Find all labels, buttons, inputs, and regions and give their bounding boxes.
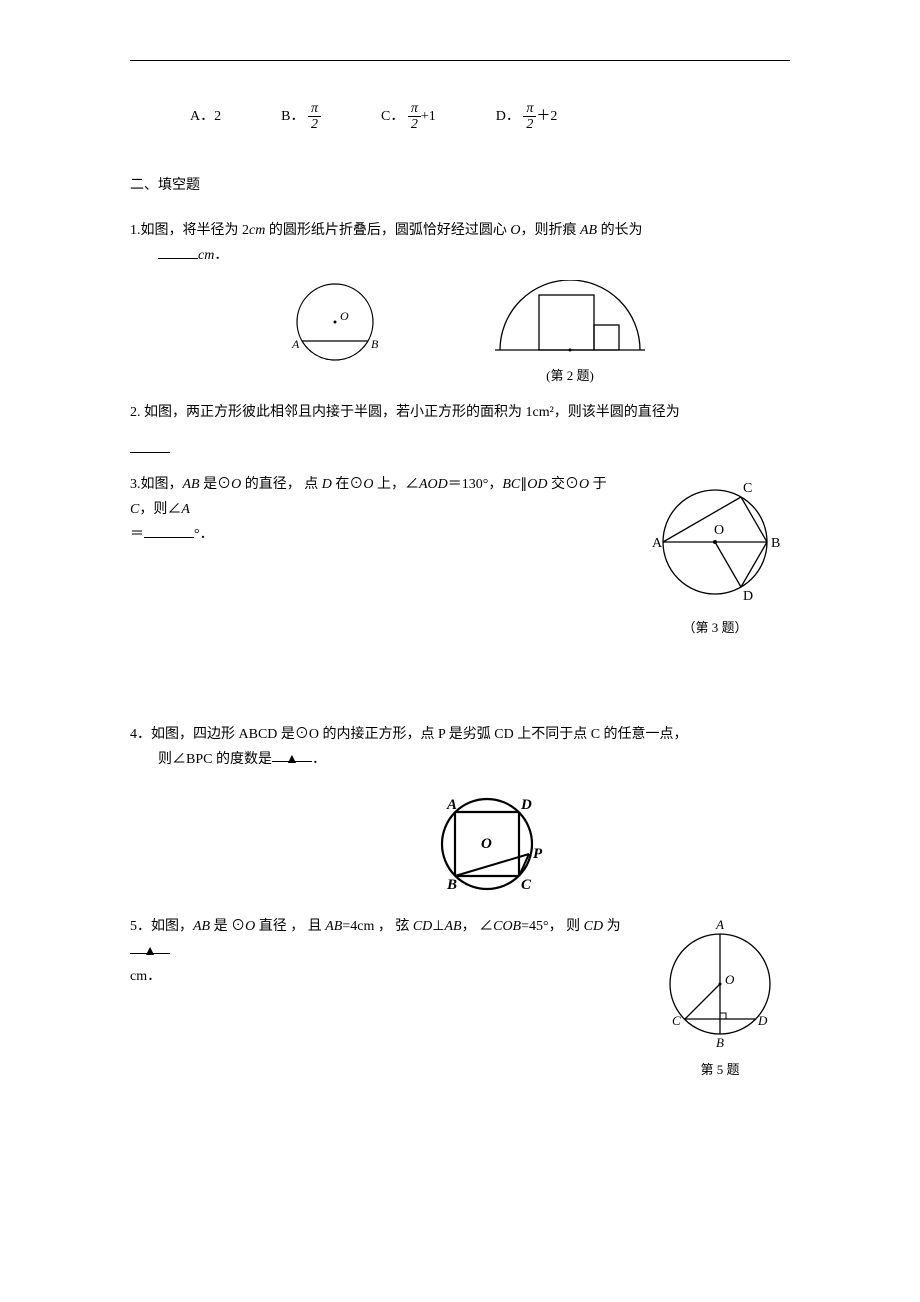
option-b-label: B． — [281, 109, 304, 124]
svg-text:D: D — [520, 797, 532, 813]
figure-q5-caption: 第 5 题 — [650, 1058, 790, 1081]
figure-q5: A B C D O 第 5 题 — [650, 914, 790, 1081]
svg-text:C: C — [521, 877, 532, 893]
question-5: A B C D O 第 5 题 5．如图，AB 是 ⊙O 直径 ， 且 AB=4… — [130, 914, 790, 1081]
figure-q3-caption: （第 3 题） — [640, 616, 790, 639]
svg-text:D: D — [757, 1013, 768, 1028]
option-c-tail: +1 — [421, 109, 436, 124]
q1-cm2: cm — [198, 248, 214, 263]
q5-blank: ▲ — [130, 939, 170, 954]
svg-text:A: A — [715, 917, 724, 932]
q1-text-2: 的圆形纸片折叠后，圆弧恰好经过圆心 — [265, 223, 510, 238]
option-c-label: C． — [381, 109, 404, 124]
q4-line2: 则∠BPC 的度数是 — [158, 752, 272, 767]
option-d-tail: ＋2 — [536, 109, 557, 124]
q2-blank — [130, 438, 170, 453]
svg-text:O: O — [725, 972, 735, 987]
figure-q1: O A B — [265, 280, 405, 387]
option-c: C． π2+1 — [381, 101, 436, 133]
option-d-frac: π2 — [523, 101, 536, 133]
q4-line1: 4．如图，四边形 ABCD 是⊙O 的内接正方形，点 P 是劣弧 CD 上不同于… — [130, 722, 790, 747]
figure-q3: A B C D O （第 3 题） — [640, 472, 790, 639]
figure-q2: (第 2 题) — [485, 280, 655, 387]
svg-text:B: B — [716, 1035, 724, 1050]
svg-text:C: C — [672, 1013, 681, 1028]
q1-text-4: 的长为 — [597, 223, 643, 238]
option-d: D． π2＋2 — [496, 101, 558, 133]
q1-text-1: 1.如图，将半径为 2 — [130, 223, 249, 238]
svg-text:P: P — [533, 846, 543, 862]
q3-blank — [144, 523, 194, 538]
svg-text:D: D — [743, 589, 753, 604]
question-1: 1.如图，将半径为 2cm 的圆形纸片折叠后，圆弧恰好经过圆心 O，则折痕 AB… — [130, 218, 790, 268]
svg-text:B: B — [446, 877, 457, 893]
svg-text:B: B — [371, 337, 379, 351]
q1-dot: ． — [214, 248, 228, 263]
svg-text:A: A — [446, 797, 457, 813]
option-b: B． π2 — [281, 101, 321, 133]
q1-o: O — [510, 223, 520, 238]
figure-row-1: O A B (第 2 题) — [130, 280, 790, 387]
option-b-frac: π2 — [308, 101, 321, 133]
question-2: 2. 如图，两正方形彼此相邻且内接于半圆，若小正方形的面积为 1cm²，则该半圆… — [130, 400, 790, 425]
question-3: A B C D O （第 3 题） 3.如图，AB 是⊙O 的直径， 点 D 在… — [130, 472, 790, 639]
svg-text:C: C — [743, 481, 752, 496]
svg-text:B: B — [771, 536, 780, 551]
q1-text-3: ，则折痕 — [520, 223, 580, 238]
svg-text:A: A — [652, 536, 663, 551]
figure-q4: A D B C O P — [190, 784, 790, 904]
q1-ab: AB — [580, 223, 597, 238]
mc-options: A．2 B． π2 C． π2+1 D． π2＋2 — [190, 101, 790, 133]
svg-text:O: O — [340, 309, 349, 323]
option-d-label: D． — [496, 109, 520, 124]
figure-q2-caption: (第 2 题) — [485, 364, 655, 387]
option-a-val: 2 — [214, 109, 221, 124]
svg-text:O: O — [481, 836, 492, 852]
option-c-frac: π2 — [408, 101, 421, 133]
q2-text: 2. 如图，两正方形彼此相邻且内接于半圆，若小正方形的面积为 1cm²，则该半圆… — [130, 405, 680, 420]
q1-cm1: cm — [249, 223, 265, 238]
svg-text:A: A — [291, 337, 300, 351]
option-a: A．2 — [190, 104, 221, 129]
svg-text:O: O — [714, 523, 724, 538]
q1-blank — [158, 244, 198, 259]
section-title: 二、填空题 — [130, 173, 790, 198]
option-a-label: A． — [190, 109, 214, 124]
q4-blank: ▲ — [272, 747, 312, 762]
question-4: 4．如图，四边形 ABCD 是⊙O 的内接正方形，点 P 是劣弧 CD 上不同于… — [130, 722, 790, 772]
